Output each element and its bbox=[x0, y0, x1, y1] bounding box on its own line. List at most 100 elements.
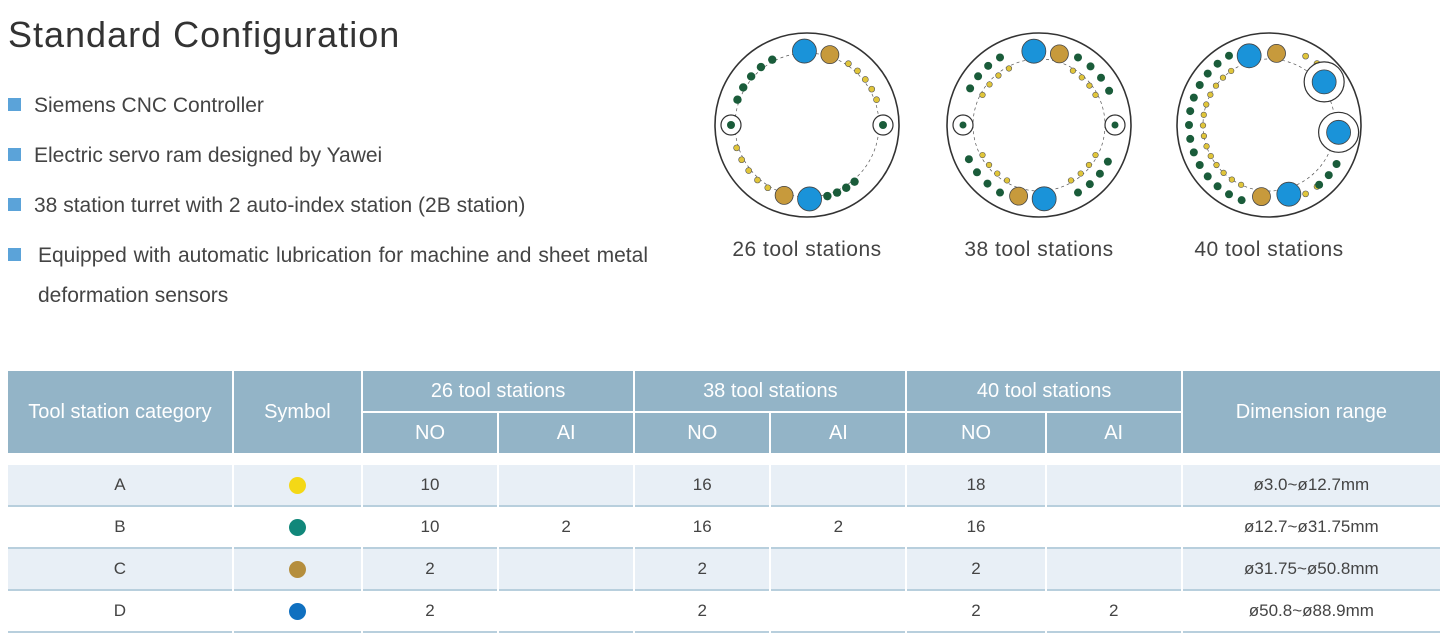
blue-dot-icon bbox=[288, 603, 306, 621]
header-dimension: Dimension range bbox=[1182, 371, 1440, 453]
station-b bbox=[966, 84, 975, 93]
station-c bbox=[1252, 187, 1271, 207]
station-b bbox=[756, 62, 766, 72]
station-b bbox=[1074, 188, 1082, 197]
station-a bbox=[985, 161, 993, 169]
station-a bbox=[1092, 151, 1099, 159]
station-b bbox=[1195, 161, 1204, 169]
feature-list: Siemens CNC Controller Electric servo ra… bbox=[8, 86, 648, 316]
cell-26-ai bbox=[499, 591, 634, 633]
bullet-square-icon bbox=[8, 248, 21, 261]
cell-category: A bbox=[8, 465, 232, 507]
station-b bbox=[768, 55, 777, 64]
tool-station-table: Tool station category Symbol 26 tool sta… bbox=[6, 371, 1442, 633]
header-category: Tool station category bbox=[8, 371, 232, 453]
cell-dimension: ø31.75~ø50.8mm bbox=[1182, 549, 1440, 591]
table-row: A 10 16 18 ø3.0~ø12.7mm bbox=[8, 465, 1440, 507]
station-a bbox=[873, 96, 880, 103]
station-a bbox=[764, 184, 772, 192]
cell-category: D bbox=[8, 591, 232, 633]
cell-symbol bbox=[233, 507, 361, 549]
turret-40-diagram-icon bbox=[1176, 32, 1362, 218]
gold-dot-icon bbox=[288, 561, 306, 579]
table-row: C 2 2 2 ø31.75~ø50.8mm bbox=[8, 549, 1440, 591]
station-a bbox=[1077, 170, 1084, 177]
header-sub-ai: AI bbox=[771, 411, 906, 453]
feature-item: 38 station turret with 2 auto-index stat… bbox=[8, 186, 648, 226]
station-b bbox=[1105, 86, 1114, 95]
station-b bbox=[739, 83, 748, 92]
station-b bbox=[964, 155, 973, 164]
station-b bbox=[1185, 121, 1193, 129]
station-a bbox=[1302, 52, 1309, 60]
station-b bbox=[727, 121, 735, 129]
turret-caption: 40 tool stations bbox=[1194, 238, 1344, 261]
station-a bbox=[1092, 91, 1099, 99]
green-dot-icon bbox=[288, 519, 306, 537]
station-a bbox=[995, 72, 1002, 79]
station-a bbox=[1200, 111, 1207, 118]
station-a bbox=[1220, 169, 1227, 177]
cell-dimension: ø3.0~ø12.7mm bbox=[1182, 465, 1440, 507]
station-b bbox=[1315, 180, 1324, 189]
station-b bbox=[1086, 62, 1095, 71]
station-a bbox=[1003, 177, 1011, 184]
cell-symbol bbox=[233, 591, 361, 633]
station-b bbox=[1203, 69, 1212, 78]
cell-40-no: 2 bbox=[907, 591, 1045, 633]
station-a bbox=[862, 76, 869, 83]
station-b bbox=[1225, 51, 1233, 60]
station-d bbox=[1326, 119, 1352, 145]
turret-38-diagram-icon bbox=[946, 32, 1132, 218]
bullet-square-icon bbox=[8, 198, 21, 211]
header-sub-no: NO bbox=[362, 411, 498, 453]
station-b bbox=[1237, 196, 1246, 205]
cell-26-no: 10 bbox=[362, 465, 498, 507]
station-a bbox=[1078, 74, 1085, 81]
header-sub-ai: AI bbox=[499, 411, 634, 453]
station-a bbox=[1207, 91, 1214, 98]
cell-38-ai: 2 bbox=[771, 507, 906, 549]
station-b bbox=[1195, 81, 1204, 89]
station-d bbox=[1021, 38, 1047, 64]
station-a bbox=[738, 156, 745, 164]
cell-category: C bbox=[8, 549, 232, 591]
station-b bbox=[1203, 172, 1212, 181]
turret-38: 38 tool stations bbox=[944, 30, 1154, 262]
station-a bbox=[845, 60, 852, 67]
header-sub-no: NO bbox=[907, 411, 1045, 453]
station-a bbox=[1302, 190, 1309, 198]
cell-symbol bbox=[233, 549, 361, 591]
station-a bbox=[1207, 152, 1214, 160]
table-row: B 10 2 16 2 16 ø12.7~ø31.75mm bbox=[8, 507, 1440, 549]
station-c bbox=[820, 45, 840, 65]
station-b bbox=[974, 72, 983, 81]
station-b bbox=[984, 61, 993, 70]
station-d bbox=[792, 38, 817, 64]
station-a bbox=[979, 91, 986, 99]
station-a bbox=[1228, 176, 1235, 183]
station-a bbox=[1228, 67, 1235, 75]
cell-26-ai: 2 bbox=[499, 507, 634, 549]
station-a bbox=[986, 81, 993, 88]
turret-caption: 26 tool stations bbox=[732, 238, 882, 261]
page-title: Standard Configuration bbox=[8, 14, 401, 55]
station-c bbox=[1009, 186, 1029, 206]
station-b bbox=[1111, 121, 1119, 129]
station-d bbox=[1276, 181, 1302, 207]
cell-40-no: 16 bbox=[907, 507, 1045, 549]
station-a bbox=[1238, 181, 1245, 188]
cell-38-ai bbox=[771, 465, 906, 507]
turret-26-diagram-icon bbox=[714, 32, 900, 218]
station-b bbox=[1103, 157, 1112, 166]
turret-outline bbox=[714, 32, 900, 218]
station-d bbox=[1236, 43, 1262, 69]
bullet-square-icon bbox=[8, 98, 21, 111]
cell-26-no: 10 bbox=[362, 507, 498, 549]
cell-38-no: 2 bbox=[635, 549, 770, 591]
station-b bbox=[1213, 182, 1222, 191]
station-a bbox=[1219, 74, 1227, 81]
station-b bbox=[733, 95, 742, 104]
station-b bbox=[1186, 107, 1195, 116]
station-a bbox=[1005, 65, 1013, 72]
